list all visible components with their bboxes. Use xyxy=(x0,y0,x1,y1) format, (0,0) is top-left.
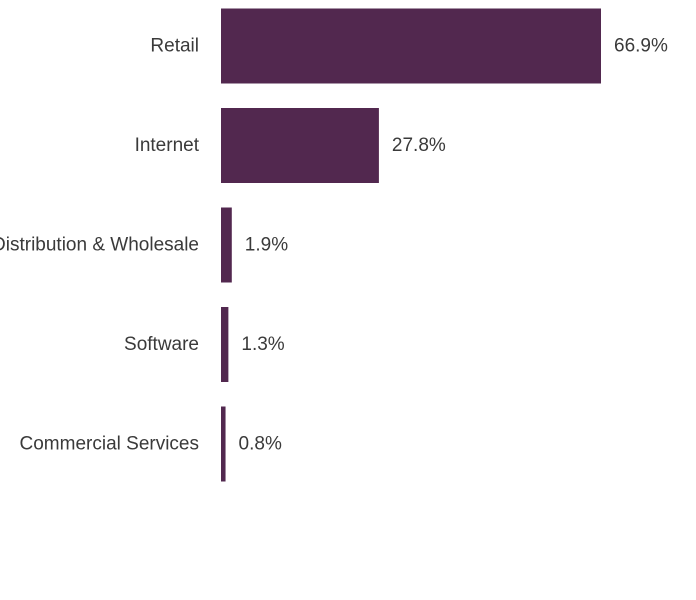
value-label-software: 1.3% xyxy=(241,334,284,355)
category-label-retail: Retail xyxy=(150,36,199,57)
bars-group xyxy=(221,8,601,482)
category-label-software: Software xyxy=(124,334,199,355)
value-label-retail: 66.9% xyxy=(614,36,668,57)
category-label-internet: Internet xyxy=(135,135,200,156)
value-label-commercial-services: 0.8% xyxy=(239,434,282,455)
value-label-internet: 27.8% xyxy=(392,135,446,156)
bar-commercial-services xyxy=(221,406,226,482)
value-label-distribution-and-wholesale: 1.9% xyxy=(245,235,288,256)
bar-retail xyxy=(221,8,601,84)
category-labels-group: Retail Internet Distribution & Wholesale So… xyxy=(0,36,200,455)
category-label-distribution-and-wholesale: Distribution & Wholesale xyxy=(0,235,199,256)
category-label-commercial-services: Commercial Services xyxy=(20,434,199,455)
bar-distribution-and-wholesale xyxy=(221,207,232,283)
bar-software xyxy=(221,307,229,382)
value-labels-group: 66.9% 27.8% 1.9% 1.3% 0.8% xyxy=(239,36,668,455)
bar-internet xyxy=(221,108,379,183)
